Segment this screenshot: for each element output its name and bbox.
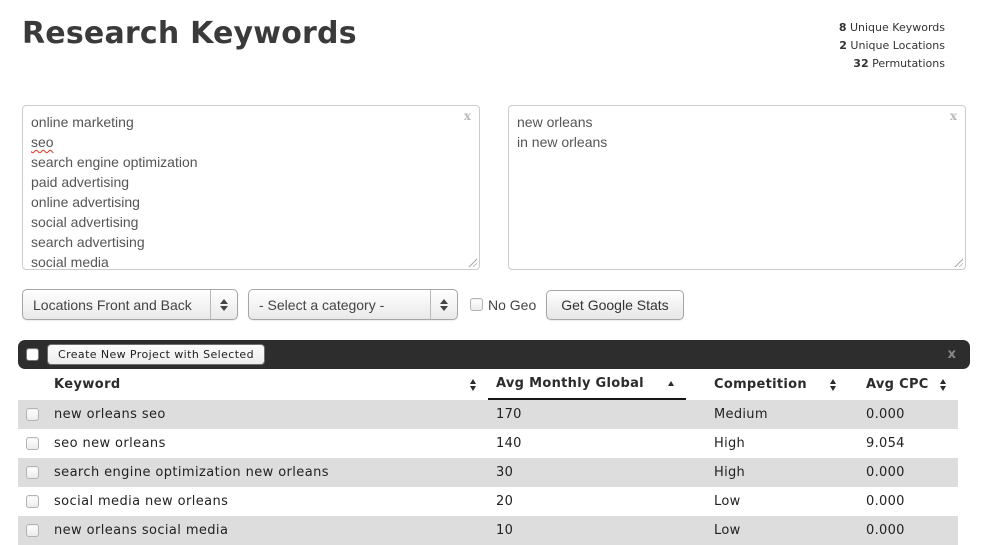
stat-unique-keywords: 8 Unique Keywords (839, 19, 945, 37)
resize-handle-icon[interactable] (467, 257, 477, 267)
select-all-checkbox[interactable] (26, 348, 39, 361)
table-row: new orleans social media 10 Low 0.000 (18, 516, 958, 545)
column-header-avg-cpc[interactable]: Avg CPC (848, 369, 958, 400)
column-header-avg-cpc-label: Avg CPC (866, 377, 929, 392)
table-row: search engine optimization new orleans 3… (18, 458, 958, 487)
cell-competition: Medium (714, 407, 768, 422)
keywords-textarea[interactable]: online marketing seo search engine optim… (22, 105, 480, 270)
select-arrows-icon (210, 290, 237, 319)
keyword-line: social advertising (31, 214, 139, 230)
sort-icon (940, 378, 958, 391)
cell-competition: Low (714, 523, 741, 538)
cell-keyword: new orleans seo (54, 407, 166, 422)
cell-avg-cpc: 0.000 (866, 407, 905, 422)
stat-unique-keywords-label: Unique Keywords (846, 21, 945, 34)
cell-avg-cpc: 0.000 (866, 465, 905, 480)
stat-permutations-value: 32 (853, 57, 869, 70)
keyword-line: seo (31, 134, 54, 150)
no-geo-label: No Geo (488, 296, 537, 313)
header-checkbox-spacer (18, 369, 54, 400)
get-google-stats-button[interactable]: Get Google Stats (546, 289, 684, 320)
cell-keyword: social media new orleans (54, 494, 229, 509)
stat-unique-locations-label: Unique Locations (846, 39, 945, 52)
cell-avg-monthly-global: 30 (496, 465, 514, 480)
column-header-competition[interactable]: Competition (700, 369, 848, 400)
no-geo-checkbox[interactable] (470, 298, 483, 311)
cell-keyword: search engine optimization new orleans (54, 465, 329, 480)
cell-keyword: new orleans social media (54, 523, 229, 538)
column-header-keyword[interactable]: Keyword (54, 369, 488, 400)
location-line: new orleans (517, 114, 593, 130)
sort-icon (830, 378, 848, 391)
stat-unique-locations: 2 Unique Locations (839, 37, 945, 55)
table-row: new orleans seo 170 Medium 0.000 (18, 400, 958, 429)
cell-avg-cpc: 0.000 (866, 523, 905, 538)
close-results-icon[interactable]: x (947, 347, 956, 362)
cell-competition: High (714, 465, 746, 480)
category-select-value: - Select a category - (259, 296, 385, 313)
cell-competition: Low (714, 494, 741, 509)
table-header-row: Keyword Avg Monthly Global Competition A… (18, 369, 958, 400)
stat-unique-locations-value: 2 (839, 39, 847, 52)
cell-avg-monthly-global: 20 (496, 494, 514, 509)
page-title: Research Keywords (22, 16, 357, 51)
input-boxes: online marketing seo search engine optim… (22, 105, 966, 270)
row-checkbox[interactable] (26, 437, 39, 450)
clear-locations-icon[interactable]: x (949, 109, 957, 123)
cell-avg-cpc: 9.054 (866, 436, 905, 451)
cell-avg-cpc: 0.000 (866, 494, 905, 509)
location-position-select-value: Locations Front and Back (33, 296, 192, 313)
sort-asc-icon (668, 381, 686, 386)
category-select[interactable]: - Select a category - (248, 289, 458, 320)
cell-keyword: seo new orleans (54, 436, 166, 451)
row-checkbox[interactable] (26, 524, 39, 537)
keyword-line: paid advertising (31, 174, 130, 190)
select-arrows-icon (430, 290, 457, 319)
location-position-select[interactable]: Locations Front and Back (22, 289, 238, 320)
stats-summary: 8 Unique Keywords 2 Unique Locations 32 … (839, 16, 945, 73)
page-header: Research Keywords 8 Unique Keywords 2 Un… (0, 0, 988, 73)
keyword-line: search engine optimization (31, 154, 198, 170)
sort-icon (470, 378, 488, 391)
clear-keywords-icon[interactable]: x (463, 109, 471, 123)
cell-avg-monthly-global: 10 (496, 523, 514, 538)
locations-textarea[interactable]: new orleans in new orleans x (508, 105, 966, 270)
keyword-line: online marketing (31, 114, 134, 130)
table-row: social media new orleans 20 Low 0.000 (18, 487, 958, 516)
keyword-line: search advertising (31, 234, 145, 250)
column-header-avg-monthly-global-label: Avg Monthly Global (496, 376, 644, 391)
cell-avg-monthly-global: 170 (496, 407, 522, 422)
results-action-bar: Create New Project with Selected x (18, 340, 970, 369)
keyword-line: online advertising (31, 194, 140, 210)
table-row: seo new orleans 140 High 9.054 (18, 429, 958, 458)
column-header-competition-label: Competition (714, 377, 807, 392)
cell-avg-monthly-global: 140 (496, 436, 522, 451)
no-geo-option: No Geo (470, 297, 536, 313)
stat-permutations: 32 Permutations (839, 55, 945, 73)
resize-handle-icon[interactable] (953, 257, 963, 267)
column-header-keyword-label: Keyword (54, 377, 121, 392)
location-line: in new orleans (517, 134, 608, 150)
stat-unique-keywords-value: 8 (838, 21, 847, 34)
controls-row: Locations Front and Back - Select a cate… (22, 289, 966, 320)
keyword-line: social media (31, 254, 109, 270)
row-checkbox[interactable] (26, 466, 39, 479)
row-checkbox[interactable] (26, 495, 39, 508)
cell-competition: High (714, 436, 746, 451)
results-table: Keyword Avg Monthly Global Competition A… (18, 369, 958, 545)
row-checkbox[interactable] (26, 408, 39, 421)
stat-permutations-label: Permutations (868, 57, 945, 70)
column-header-avg-monthly-global[interactable]: Avg Monthly Global (488, 369, 686, 400)
create-project-button[interactable]: Create New Project with Selected (47, 344, 265, 365)
